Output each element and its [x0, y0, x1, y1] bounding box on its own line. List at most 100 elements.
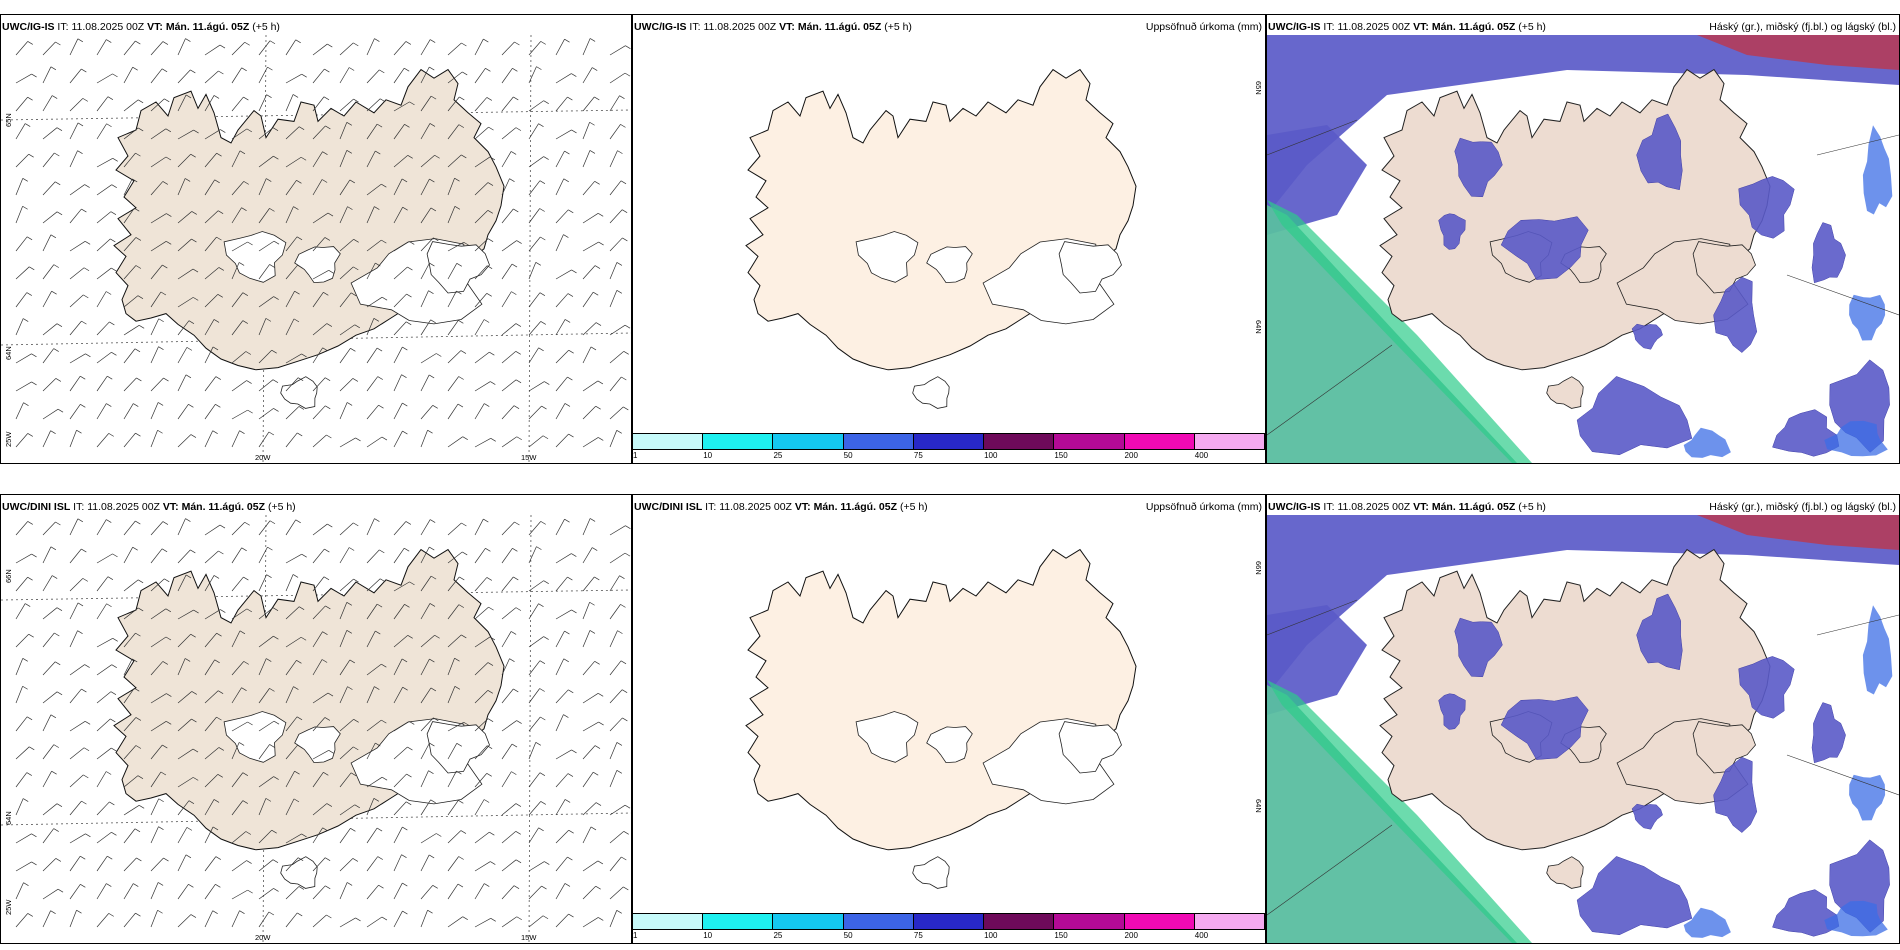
wind-barb [15, 521, 29, 536]
wind-barb-flag [191, 718, 197, 723]
wind-barb-flag [298, 406, 305, 410]
wind-barb-flag [158, 798, 164, 803]
wind-barb [69, 602, 79, 620]
wind-barb [123, 324, 140, 336]
wind-barb [15, 746, 30, 760]
wind-barb [393, 41, 407, 56]
wind-barb-flag [595, 802, 602, 806]
wind-barb [69, 855, 81, 872]
wind-barb [555, 856, 568, 872]
wind-barb [474, 577, 488, 592]
wind-barb [258, 829, 272, 844]
wind-barb-flag [427, 429, 433, 434]
wind-barb-flag [77, 38, 84, 43]
wind-barb-flag [247, 409, 253, 414]
wind-barb [177, 574, 187, 592]
wind-barb [447, 658, 455, 676]
wind-barb-flag [616, 262, 623, 266]
wind-barb-flag [620, 180, 627, 185]
precip-map-canvas [745, 68, 1137, 409]
wind-barb-flag [322, 631, 328, 636]
wind-barb-flag [402, 430, 408, 435]
panel-title: Uppsöfnuð úrkoma (mm) [1145, 21, 1262, 33]
wind-barb-flag [598, 213, 604, 217]
glacier-outline [926, 726, 973, 764]
wind-barb [15, 206, 23, 224]
wind-barb [555, 403, 566, 420]
wind-barb-flag [513, 576, 519, 581]
wind-barb-flag [429, 658, 435, 663]
wind-barb [609, 180, 622, 196]
wind-barb [555, 376, 568, 392]
wind-barb-flag [22, 178, 28, 182]
mid-cloud-patch [1500, 216, 1589, 280]
wind-barb [96, 603, 107, 620]
wind-barb [447, 403, 459, 420]
wind-barb [42, 661, 56, 676]
wind-barb [204, 575, 215, 592]
wind-barb-flag [165, 156, 172, 161]
colorbar-segment [913, 433, 985, 450]
wind-barb [312, 434, 327, 448]
wind-barb-flag [244, 41, 250, 46]
wind-barb-flag [327, 523, 333, 528]
wind-barb [582, 96, 595, 112]
wind-barb [555, 829, 569, 844]
wind-barb [69, 404, 81, 420]
wind-barb [582, 38, 591, 56]
wind-barb-flag [624, 804, 631, 809]
wind-barb-flag [158, 318, 164, 323]
glacier-outline [926, 246, 973, 284]
wind-barb-flag [589, 518, 596, 522]
wind-barb [555, 799, 566, 816]
wind-barb-flag [295, 39, 301, 44]
wind-barb-flag [245, 831, 252, 835]
wind-barb [393, 155, 408, 168]
wind-barb [474, 126, 489, 140]
wind-barb-flag [621, 689, 628, 694]
wind-barb [258, 798, 267, 816]
wind-barb-flag [28, 153, 34, 158]
wind-barb [420, 405, 433, 420]
wind-barb [96, 123, 107, 140]
graticule-line [528, 34, 532, 463]
wind-barb [582, 630, 591, 648]
wind-barb [312, 523, 328, 536]
wind-barb [528, 100, 544, 112]
wind-barb [447, 634, 462, 648]
wind-barb [123, 40, 136, 56]
wind-barb [204, 910, 213, 928]
wind-barb-flag [405, 41, 412, 45]
wind-barb [285, 574, 294, 592]
wind-barb [447, 42, 462, 56]
wind-barb-flag [511, 263, 518, 268]
wind-barb-flag [620, 604, 626, 608]
wind-barb [177, 748, 194, 760]
wind-barb-flag [216, 632, 222, 637]
wind-barb [393, 801, 407, 816]
glacier-outline [1058, 241, 1122, 294]
wind-barb [204, 95, 215, 112]
wind-barb-flag [267, 66, 273, 71]
wind-barb-flag [589, 601, 595, 606]
wind-barb [150, 41, 164, 56]
wind-barb-flag [31, 553, 37, 558]
wind-barb [150, 346, 159, 364]
wind-barb [393, 178, 403, 196]
colorbar-segment [1054, 913, 1125, 930]
wind-barb [204, 747, 220, 760]
wind-barb [393, 882, 403, 900]
wind-barb [555, 209, 569, 224]
wind-barb [447, 856, 459, 872]
wind-barb-flag [354, 804, 360, 809]
wind-barb [420, 717, 434, 732]
wind-barb-flag [157, 429, 163, 434]
lat-label: 66N [1254, 561, 1263, 575]
wind-barb [474, 606, 489, 620]
wind-barb [123, 658, 133, 676]
glacier-outline [1692, 721, 1756, 774]
wind-barb-flag [376, 123, 383, 128]
wind-barb [447, 436, 463, 448]
wind-barb [285, 206, 294, 224]
wind-barb [231, 128, 248, 140]
